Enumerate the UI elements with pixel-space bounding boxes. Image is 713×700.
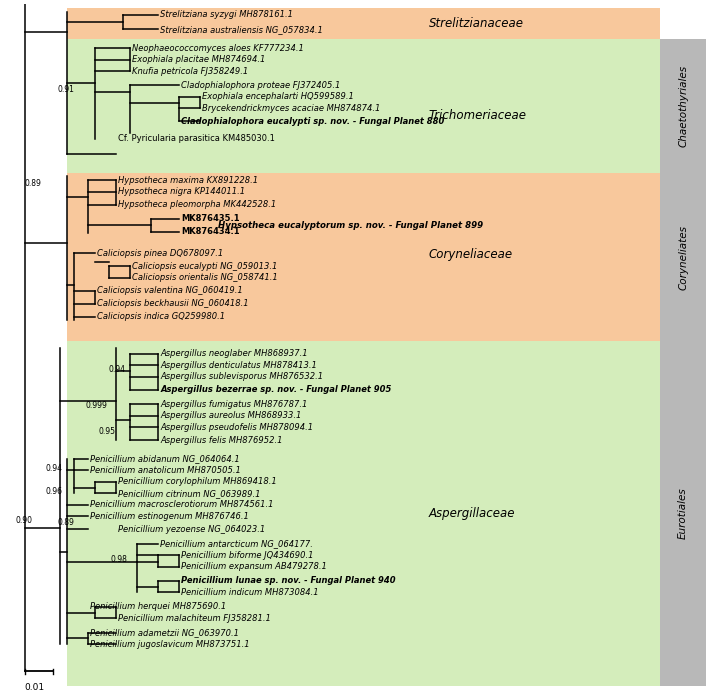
Text: Penicillium herquei MH875690.1: Penicillium herquei MH875690.1 (90, 602, 226, 611)
Text: 0.96: 0.96 (46, 486, 63, 496)
Text: 0.98: 0.98 (111, 555, 127, 564)
Text: MK876435.1: MK876435.1 (181, 214, 240, 223)
Text: Caliciopsis beckhausii NG_060418.1: Caliciopsis beckhausii NG_060418.1 (97, 299, 249, 308)
Text: Neophaeococcomyces aloes KF777234.1: Neophaeococcomyces aloes KF777234.1 (132, 43, 304, 52)
Text: Aspergillus felis MH876952.1: Aspergillus felis MH876952.1 (160, 435, 283, 444)
Text: Aspergillus pseudofelis MH878094.1: Aspergillus pseudofelis MH878094.1 (160, 423, 313, 432)
Text: 0.89: 0.89 (58, 517, 75, 526)
Text: Penicillium corylophilum MH869418.1: Penicillium corylophilum MH869418.1 (118, 477, 277, 486)
Text: Aspergillus sublevisporus MH876532.1: Aspergillus sublevisporus MH876532.1 (160, 372, 324, 382)
Text: Penicillium biforme JQ434690.1: Penicillium biforme JQ434690.1 (181, 551, 314, 559)
Text: Aspergillus neoglaber MH868937.1: Aspergillus neoglaber MH868937.1 (160, 349, 308, 358)
Text: Penicillium expansum AB479278.1: Penicillium expansum AB479278.1 (181, 562, 327, 571)
Text: Penicillium malachiteum FJ358281.1: Penicillium malachiteum FJ358281.1 (118, 614, 271, 623)
Text: Penicillium abidanum NG_064064.1: Penicillium abidanum NG_064064.1 (90, 454, 240, 463)
Text: Exophiala placitae MH874694.1: Exophiala placitae MH874694.1 (132, 55, 265, 64)
Text: Strelitziana australiensis NG_057834.1: Strelitziana australiensis NG_057834.1 (160, 25, 323, 34)
Text: Penicillium adametzii NG_063970.1: Penicillium adametzii NG_063970.1 (90, 628, 239, 637)
Text: 0.91: 0.91 (58, 85, 75, 94)
Text: 0.01: 0.01 (25, 683, 45, 692)
Text: Caliciopsis pinea DQ678097.1: Caliciopsis pinea DQ678097.1 (97, 249, 223, 258)
Text: Hypsotheca nigra KP144011.1: Hypsotheca nigra KP144011.1 (118, 187, 245, 196)
Text: Strelitziana syzygi MH878161.1: Strelitziana syzygi MH878161.1 (160, 10, 293, 20)
Text: Coryneliaceae: Coryneliaceae (429, 248, 513, 261)
Text: Caliciopsis indica GQ259980.1: Caliciopsis indica GQ259980.1 (97, 312, 225, 321)
Text: Caliciopsis orientalis NG_058741.1: Caliciopsis orientalis NG_058741.1 (132, 274, 278, 282)
Text: Hypsotheca eucalyptorum sp. nov. - Fungal Planet 899: Hypsotheca eucalyptorum sp. nov. - Funga… (218, 221, 483, 230)
Text: 0.94: 0.94 (109, 365, 126, 375)
Text: Penicillium macrosclerotiorum MH874561.1: Penicillium macrosclerotiorum MH874561.1 (90, 500, 274, 510)
Text: Aspergillaceae: Aspergillaceae (429, 507, 515, 520)
Text: Aspergillus bezerrae sp. nov. - Fungal Planet 905: Aspergillus bezerrae sp. nov. - Fungal P… (160, 386, 391, 394)
Bar (67, 8, 660, 39)
Text: Cf. Pyricularia parasitica KM485030.1: Cf. Pyricularia parasitica KM485030.1 (118, 134, 275, 143)
Text: Aspergillus aureolus MH868933.1: Aspergillus aureolus MH868933.1 (160, 412, 302, 420)
Text: Knufia petricola FJ358249.1: Knufia petricola FJ358249.1 (132, 66, 248, 76)
Text: Penicillium jugoslavicum MH873751.1: Penicillium jugoslavicum MH873751.1 (90, 640, 250, 649)
Text: Exophiala encephalarti HQ599589.1: Exophiala encephalarti HQ599589.1 (202, 92, 354, 102)
Bar (660, 173, 706, 341)
Text: Caliciopsis valentina NG_060419.1: Caliciopsis valentina NG_060419.1 (97, 286, 242, 295)
Text: Brycekendrickmyces acaciae MH874874.1: Brycekendrickmyces acaciae MH874874.1 (202, 104, 381, 113)
Text: Strelitzianaceae: Strelitzianaceae (429, 17, 523, 30)
Text: Chaetothyriales: Chaetothyriales (678, 65, 688, 147)
Text: Hypsotheca pleomorpha MK442528.1: Hypsotheca pleomorpha MK442528.1 (118, 200, 277, 209)
Text: Caliciopsis eucalypti NG_059013.1: Caliciopsis eucalypti NG_059013.1 (132, 262, 277, 271)
Text: MK876434.1: MK876434.1 (181, 228, 240, 237)
Text: Hypsotheca maxima KX891228.1: Hypsotheca maxima KX891228.1 (118, 176, 258, 185)
Text: Penicillium estinogenum MH876746.1: Penicillium estinogenum MH876746.1 (90, 512, 249, 521)
Text: Penicillium yezoense NG_064023.1: Penicillium yezoense NG_064023.1 (118, 525, 265, 533)
Bar (67, 39, 660, 173)
Text: Aspergillus denticulatus MH878413.1: Aspergillus denticulatus MH878413.1 (160, 361, 317, 370)
Text: 0.89: 0.89 (25, 178, 41, 188)
Text: 0.94: 0.94 (46, 464, 63, 473)
Text: Eurotiales: Eurotiales (678, 488, 688, 539)
Text: Trichomeriaceae: Trichomeriaceae (429, 109, 526, 122)
Text: Coryneliates: Coryneliates (678, 225, 688, 290)
Text: 0.90: 0.90 (16, 516, 33, 525)
Text: Cladophialophora eucalypti sp. nov. - Fungal Planet 880: Cladophialophora eucalypti sp. nov. - Fu… (181, 117, 445, 126)
Text: Penicillium lunae sp. nov. - Fungal Planet 940: Penicillium lunae sp. nov. - Fungal Plan… (181, 577, 396, 585)
Bar (67, 341, 660, 686)
Text: Cladophialophora proteae FJ372405.1: Cladophialophora proteae FJ372405.1 (181, 81, 341, 90)
Bar (660, 341, 706, 686)
Text: Penicillium indicum MH873084.1: Penicillium indicum MH873084.1 (181, 588, 319, 597)
Text: 0.999: 0.999 (86, 401, 108, 410)
Text: Aspergillus fumigatus MH876787.1: Aspergillus fumigatus MH876787.1 (160, 400, 307, 409)
Bar (67, 173, 660, 341)
Text: Penicillium antarcticum NG_064177.: Penicillium antarcticum NG_064177. (160, 539, 313, 548)
Text: Penicillium anatolicum MH870505.1: Penicillium anatolicum MH870505.1 (90, 466, 241, 475)
Text: Penicillium citrinum NG_063989.1: Penicillium citrinum NG_063989.1 (118, 489, 260, 498)
Text: 0.95: 0.95 (98, 427, 116, 436)
Bar (660, 39, 706, 173)
